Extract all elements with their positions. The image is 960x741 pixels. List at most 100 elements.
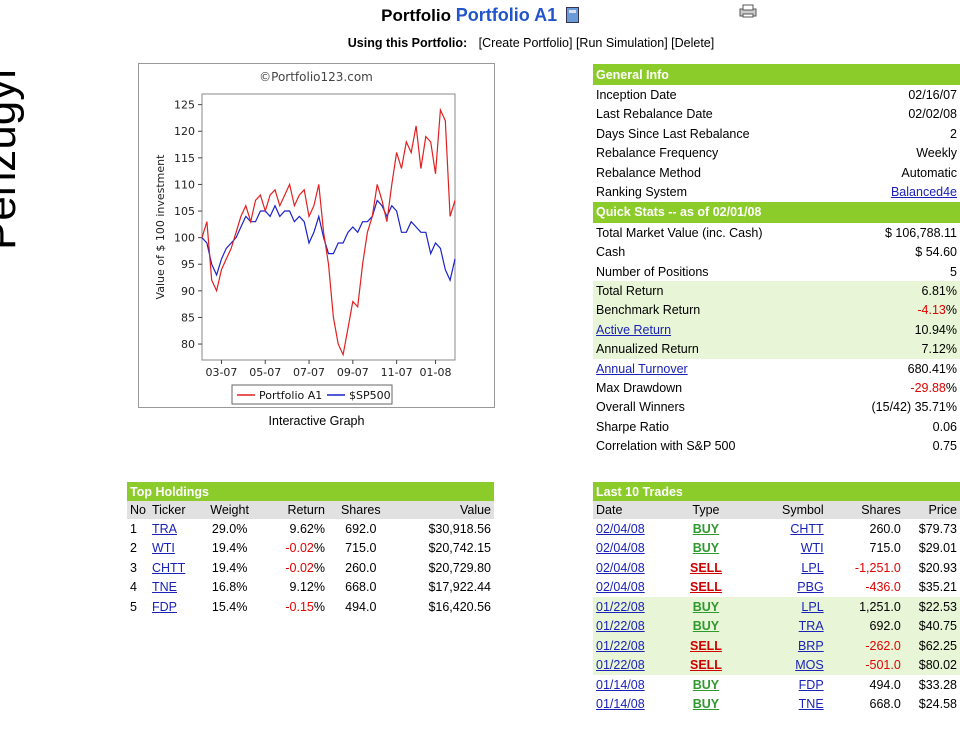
symbol-link[interactable]: MOS xyxy=(795,658,824,673)
trade-type-link[interactable]: BUY xyxy=(692,599,720,614)
trade-date-link[interactable]: 01/22/08 xyxy=(596,638,645,653)
info-value[interactable]: Balanced4e xyxy=(833,182,960,201)
trade-type-link[interactable]: SELL xyxy=(689,638,722,653)
performance-chart[interactable]: ©Portfolio123.com 80 85 90 95 100 105 110 115 120… xyxy=(138,63,495,408)
stat-value: 0.75 xyxy=(833,436,960,455)
symbol-link[interactable]: TNE xyxy=(798,697,824,712)
ticker-link[interactable]: WTI xyxy=(151,541,175,556)
stat-value: 6.81% xyxy=(832,281,960,301)
trade-date[interactable]: 02/04/08 xyxy=(593,539,666,559)
symbol-link[interactable]: LPL xyxy=(801,560,824,575)
symbol-link[interactable]: PBG xyxy=(797,580,824,595)
trade-price: $29.01 xyxy=(918,541,957,556)
symbol-link[interactable]: BRP xyxy=(797,638,824,653)
symbol-link[interactable]: CHTT xyxy=(790,521,824,536)
trade-type-link[interactable]: BUY xyxy=(692,677,720,692)
trade-type[interactable]: BUY xyxy=(666,519,746,539)
symbol-link[interactable]: LPL xyxy=(801,599,824,614)
trade-symbol[interactable]: BRP xyxy=(745,636,827,656)
trade-price: $62.25 xyxy=(903,636,960,656)
trade-symbol[interactable]: PBG xyxy=(746,578,827,598)
trade-type-link[interactable]: BUY xyxy=(692,619,720,634)
trade-date-link[interactable]: 02/04/08 xyxy=(596,521,645,536)
trade-symbol[interactable]: TRA xyxy=(745,616,827,636)
trade-type-link[interactable]: BUY xyxy=(692,541,720,556)
trade-date-link[interactable]: 01/14/08 xyxy=(596,697,645,712)
trade-type[interactable]: SELL xyxy=(666,636,746,656)
trade-date[interactable]: 01/22/08 xyxy=(593,655,667,675)
ticker-link[interactable]: TNE xyxy=(151,580,177,595)
trade-symbol[interactable]: MOS xyxy=(745,655,827,675)
trade-date[interactable]: 02/04/08 xyxy=(593,558,666,578)
trade-type-link[interactable]: BUY xyxy=(692,521,720,536)
holding-ticker[interactable]: TNE xyxy=(149,578,197,598)
holding-shares: 715.0 xyxy=(345,541,377,556)
stat-label[interactable]: Annual Turnover xyxy=(593,359,833,378)
stat-value: $ 54.60 xyxy=(833,243,960,262)
holding-ticker[interactable]: WTI xyxy=(149,539,197,559)
trade-date-link[interactable]: 02/04/08 xyxy=(596,560,645,575)
trade-type[interactable]: BUY xyxy=(666,695,746,715)
symbol-link[interactable]: WTI xyxy=(800,541,824,556)
stat-label-text[interactable]: Annual Turnover xyxy=(596,361,688,376)
trade-date[interactable]: 01/22/08 xyxy=(593,597,667,617)
column-header: Date xyxy=(593,501,667,519)
trade-date-link[interactable]: 01/22/08 xyxy=(596,599,645,614)
trade-type-link[interactable]: BUY xyxy=(692,697,720,712)
stat-label[interactable]: Active Return xyxy=(593,320,833,340)
symbol-link[interactable]: FDP xyxy=(798,677,824,692)
trade-price: $79.73 xyxy=(918,521,957,536)
trade-date[interactable]: 01/22/08 xyxy=(593,636,667,656)
trade-type-link[interactable]: SELL xyxy=(689,658,722,673)
trade-type[interactable]: BUY xyxy=(666,675,746,695)
holding-ticker[interactable]: TRA xyxy=(149,519,197,539)
stat-label: Sharpe Ratio xyxy=(593,417,833,436)
trade-date[interactable]: 02/04/08 xyxy=(593,578,666,598)
trade-date-link[interactable]: 01/22/08 xyxy=(596,658,645,673)
stat-label-text[interactable]: Active Return xyxy=(596,322,672,337)
info-row: Rebalance Method Automatic xyxy=(593,163,960,182)
trade-symbol[interactable]: CHTT xyxy=(746,519,827,539)
trade-symbol[interactable]: LPL xyxy=(746,558,827,578)
trade-date[interactable]: 01/14/08 xyxy=(593,695,666,715)
trade-date-link[interactable]: 02/04/08 xyxy=(596,580,645,595)
ticker-link[interactable]: FDP xyxy=(151,599,177,614)
trade-type[interactable]: BUY xyxy=(666,616,746,636)
ticker-link[interactable]: CHTT xyxy=(151,560,186,575)
ticker-link[interactable]: TRA xyxy=(151,521,177,536)
stat-row: Sharpe Ratio 0.06 xyxy=(593,417,960,436)
calculator-icon[interactable] xyxy=(565,7,579,23)
trade-type[interactable]: SELL xyxy=(666,578,746,598)
holding-ticker[interactable]: FDP xyxy=(149,597,197,617)
trade-symbol[interactable]: FDP xyxy=(746,675,827,695)
trade-type-link[interactable]: SELL xyxy=(689,580,722,595)
trade-type[interactable]: BUY xyxy=(666,539,746,559)
info-label: Days Since Last Rebalance xyxy=(596,126,750,141)
trade-type[interactable]: BUY xyxy=(666,597,746,617)
trade-date-link[interactable]: 01/14/08 xyxy=(596,677,645,692)
trade-date-link[interactable]: 01/22/08 xyxy=(596,619,645,634)
printer-icon[interactable] xyxy=(738,4,758,18)
info-value-text[interactable]: Balanced4e xyxy=(890,185,957,200)
trade-shares: 668.0 xyxy=(827,695,904,715)
y-tick-label: 110 xyxy=(174,178,195,191)
general-info-table: General Info Inception Date 02/16/07 Last R… xyxy=(593,64,960,456)
trade-symbol[interactable]: TNE xyxy=(746,695,827,715)
top-holdings-header: Top Holdings xyxy=(127,482,494,501)
trade-symbol[interactable]: LPL xyxy=(745,597,827,617)
series-line xyxy=(201,199,456,283)
symbol-link[interactable]: TRA xyxy=(798,619,824,634)
trade-date[interactable]: 01/22/08 xyxy=(593,616,667,636)
trade-date-link[interactable]: 02/04/08 xyxy=(596,541,645,556)
holding-ticker[interactable]: CHTT xyxy=(149,558,197,578)
create-portfolio-link[interactable]: [Create Portfolio] xyxy=(478,36,573,50)
trade-date[interactable]: 02/04/08 xyxy=(593,519,666,539)
trade-type-link[interactable]: SELL xyxy=(689,560,722,575)
trade-type[interactable]: SELL xyxy=(666,655,746,675)
run-simulation-link[interactable]: [Run Simulation] xyxy=(575,36,668,50)
trade-type[interactable]: SELL xyxy=(666,558,746,578)
trade-date[interactable]: 01/14/08 xyxy=(593,675,666,695)
trade-symbol[interactable]: WTI xyxy=(746,539,827,559)
trade-shares-value: -436.0 xyxy=(865,580,901,595)
delete-link[interactable]: [Delete] xyxy=(671,36,715,50)
